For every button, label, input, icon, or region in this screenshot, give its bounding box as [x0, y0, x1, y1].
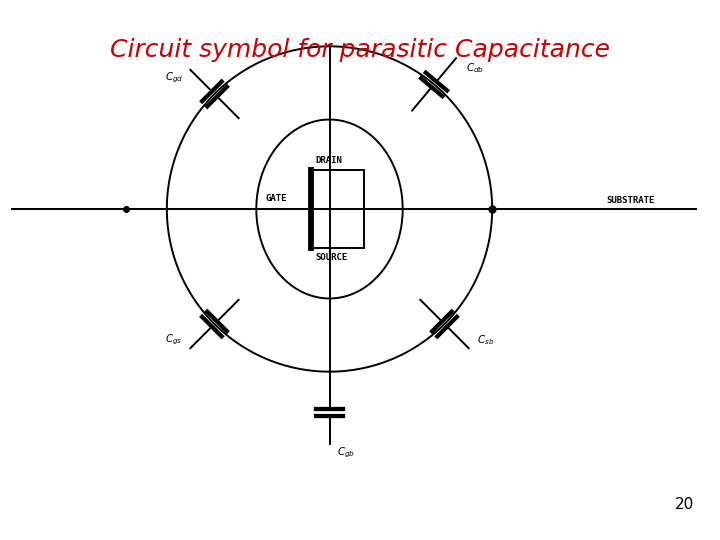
Text: SUBSTRATE: SUBSTRATE: [606, 197, 654, 205]
Text: $C_{gb}$: $C_{gb}$: [337, 446, 355, 460]
Text: GATE: GATE: [265, 194, 287, 204]
Text: $C_{gs}$: $C_{gs}$: [165, 333, 183, 347]
Text: DRAIN: DRAIN: [315, 156, 342, 165]
Text: $C_{gd}$: $C_{gd}$: [165, 71, 183, 85]
Text: $C_{db}$: $C_{db}$: [466, 61, 484, 75]
Text: $C_{sb}$: $C_{sb}$: [477, 333, 494, 347]
Text: SOURCE: SOURCE: [315, 253, 348, 262]
Text: Circuit symbol for parasitic Capacitance: Circuit symbol for parasitic Capacitance: [110, 38, 610, 62]
Text: 20: 20: [675, 497, 695, 512]
